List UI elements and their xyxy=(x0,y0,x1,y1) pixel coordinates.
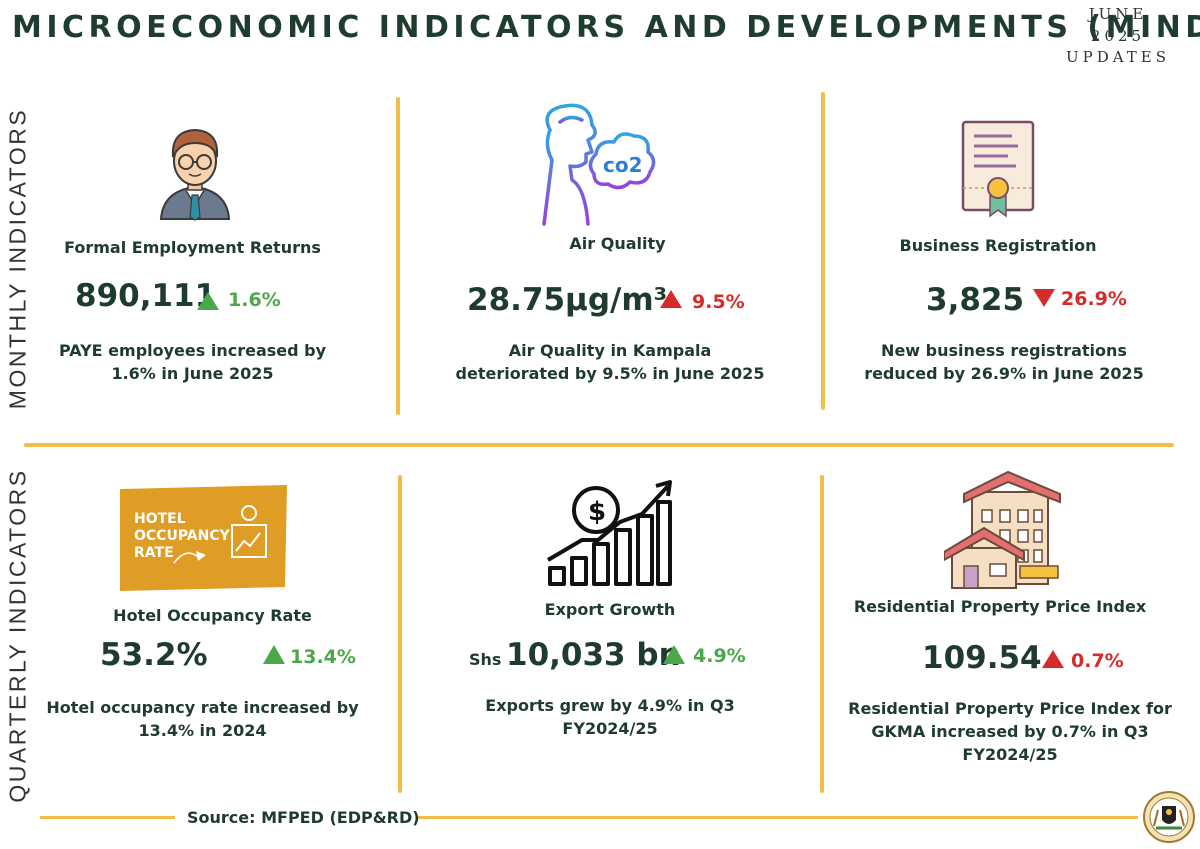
quarterly-value-1: 53.2% xyxy=(100,637,208,673)
update-badge: JUNE 2025 UPDATES xyxy=(1058,4,1178,69)
quarterly-change-3: 0.7% xyxy=(1071,650,1124,672)
quarterly-value-2: 10,033 bn xyxy=(506,637,681,673)
uganda-coat-of-arms-icon xyxy=(1142,790,1196,848)
up-arrow-icon xyxy=(1042,650,1064,668)
svg-text:$: $ xyxy=(588,497,606,527)
quarterly-label-2: Export Growth xyxy=(544,600,676,619)
monthly-change-3: 26.9% xyxy=(1061,288,1127,310)
svg-text:co2: co2 xyxy=(603,153,643,177)
svg-text:OCCUPANCY: OCCUPANCY xyxy=(134,528,231,544)
hotel-occupancy-banner-icon: HOTEL OCCUPANCY RATE xyxy=(120,483,287,595)
up-arrow-icon xyxy=(663,645,685,664)
down-arrow-icon xyxy=(1033,289,1055,307)
update-year: 2025 xyxy=(1090,26,1146,45)
svg-text:RATE: RATE xyxy=(134,545,174,561)
certificate-icon xyxy=(960,120,1036,224)
desc-line: PAYE employees increased by xyxy=(58,341,327,360)
desc-line: Air Quality in Kampala xyxy=(508,341,712,360)
quarterly-change-2: 4.9% xyxy=(693,645,746,667)
monthly-desc-2: Air Quality in Kampala deteriorated by 9… xyxy=(440,339,780,385)
desc-line: FY2024/25 xyxy=(962,745,1058,764)
quarterly-desc-1: Hotel occupancy rate increased by 13.4% … xyxy=(35,696,370,742)
monthly-change-2: 9.5% xyxy=(692,291,745,313)
update-word: UPDATES xyxy=(1065,48,1170,66)
monthly-desc-1: PAYE employees increased by 1.6% in June… xyxy=(40,339,345,385)
up-arrow-icon xyxy=(197,292,219,310)
monthly-value-1: 890,111 xyxy=(75,278,217,314)
desc-line: 13.4% in 2024 xyxy=(138,721,267,740)
quarterly-value-3: 109.54 xyxy=(922,640,1042,676)
footer-line-left xyxy=(40,816,175,819)
desc-line: reduced by 26.9% in June 2025 xyxy=(864,364,1144,383)
quarterly-desc-3: Residential Property Price Index for GKM… xyxy=(845,697,1175,766)
desc-line: FY2024/25 xyxy=(562,719,658,738)
divider xyxy=(821,92,825,410)
air-quality-co2-icon: co2 xyxy=(530,100,660,234)
up-arrow-icon xyxy=(660,290,682,308)
currency-prefix: Shs xyxy=(469,650,502,669)
svg-text:HOTEL: HOTEL xyxy=(134,511,186,527)
quarterly-label-3: Residential Property Price Index xyxy=(853,597,1147,616)
section-divider xyxy=(24,443,1174,447)
divider xyxy=(396,97,400,415)
footer-line-right xyxy=(418,816,1138,819)
desc-line: Exports grew by 4.9% in Q3 xyxy=(485,696,735,715)
monthly-label-1: Formal Employment Returns xyxy=(64,238,321,257)
man-avatar-icon xyxy=(155,125,235,225)
desc-line: Hotel occupancy rate increased by xyxy=(46,698,359,717)
monthly-label-3: Business Registration xyxy=(899,236,1097,255)
desc-line: Residential Property Price Index for xyxy=(848,699,1172,718)
monthly-section-label: MONTHLY INDICATORS xyxy=(4,107,31,410)
update-month: JUNE xyxy=(1088,5,1148,23)
divider xyxy=(820,475,824,793)
quarterly-label-1: Hotel Occupancy Rate xyxy=(113,606,312,625)
page-title: MICROECONOMIC INDICATORS AND DEVELOPMENT… xyxy=(12,10,1200,45)
monthly-change-1: 1.6% xyxy=(228,289,281,311)
monthly-desc-3: New business registrations reduced by 26… xyxy=(848,339,1160,385)
monthly-label-2: Air Quality xyxy=(569,234,666,253)
monthly-value-3: 3,825 xyxy=(926,282,1025,318)
desc-line: New business registrations xyxy=(881,341,1127,360)
export-growth-chart-icon: $ xyxy=(546,478,676,594)
residential-buildings-icon xyxy=(943,470,1062,596)
up-arrow-icon xyxy=(263,645,285,664)
desc-line: deteriorated by 9.5% in June 2025 xyxy=(455,364,765,383)
desc-line: GKMA increased by 0.7% in Q3 xyxy=(871,722,1149,741)
desc-line: 1.6% in June 2025 xyxy=(111,364,274,383)
source-note: Source: MFPED (EDP&RD) xyxy=(187,808,420,827)
quarterly-desc-2: Exports grew by 4.9% in Q3 FY2024/25 xyxy=(455,694,765,740)
monthly-value-2: 28.75μg/m³ xyxy=(467,282,668,318)
quarterly-change-1: 13.4% xyxy=(290,646,356,668)
quarterly-section-label: QUARTERLY INDICATORS xyxy=(4,468,31,803)
divider xyxy=(398,475,402,793)
